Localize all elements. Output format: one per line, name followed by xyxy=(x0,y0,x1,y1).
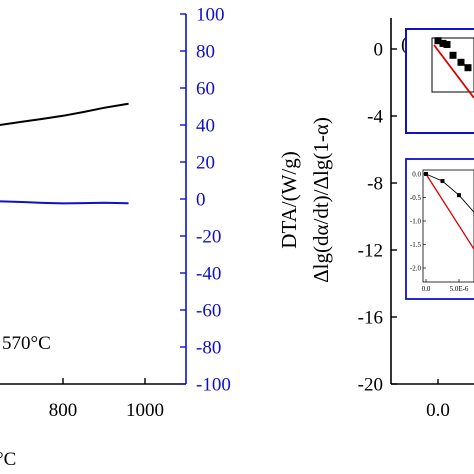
left-y-tick-label-5: 0 xyxy=(196,190,206,211)
lower-inset-y-tick-label-1: -0.5 xyxy=(410,194,422,202)
right-panel: Δlg(dα/dt)/Δlg(1-α) 0-4-8-12-16-20 0.0 (… xyxy=(309,18,474,421)
annotation-570c: 570°C xyxy=(2,333,51,354)
lower-inset-y-tick-label-2: -1.0 xyxy=(410,218,422,226)
upper-inset-plot xyxy=(431,37,474,93)
left-y-tick-label-3: 40 xyxy=(196,116,215,137)
right-y-tick-label-5: -20 xyxy=(358,375,383,396)
right-y-tick-label-2: -8 xyxy=(367,174,383,195)
upper-inset-point-0 xyxy=(434,37,442,45)
lower-inset-y-tick-label-3: -1.5 xyxy=(410,241,422,249)
left-y-tick-label-9: -80 xyxy=(196,338,221,359)
right-y-axis-label: Δlg(dα/dt)/Δlg(1-α) xyxy=(309,117,333,283)
right-y-tick-label-3: -12 xyxy=(358,241,383,262)
lower-inset-black-line xyxy=(425,173,474,213)
lower-inset-y-tick-label-4: -2.0 xyxy=(410,265,422,273)
upper-inset-point-5 xyxy=(464,64,472,72)
right-y-tick-label-4: -16 xyxy=(358,308,383,329)
left-y-tick-label-7: -40 xyxy=(196,264,221,285)
lower-inset-fit-line xyxy=(425,173,474,250)
left-y-tick-label-0: 100 xyxy=(196,5,225,26)
upper-inset-point-2 xyxy=(443,40,451,48)
upper-inset-point-1 xyxy=(439,39,447,47)
lower-inset: 0.0 -0.5 -1.0 -1.5 -2.0 0.0 5.0E-6 xyxy=(405,158,474,300)
upper-inset-fit-line xyxy=(433,44,474,99)
left-y-tick-label-2: 60 xyxy=(196,79,215,100)
right-y-ticks: 0 -4 -8 -12 -16 -20 xyxy=(358,40,397,396)
left-x-tick-label-1: 1000 xyxy=(126,400,164,421)
dta-axis-label: DTA/(W/g) xyxy=(277,151,301,248)
lower-inset-y-tick-label-0: 0.0 xyxy=(412,171,421,179)
black-curve xyxy=(0,102,129,126)
left-y-tick-label-10: -100 xyxy=(196,375,231,396)
left-y-tick-label-8: -60 xyxy=(196,301,221,322)
left-panel: 800 1000 100 80 60 40 20 0 -20 -40 -60 -80 -100 570… xyxy=(0,5,301,470)
blue-curve xyxy=(0,200,129,205)
lower-inset-x-tick-label-0: 0.0 xyxy=(422,285,431,293)
left-y-tick-label-1: 80 xyxy=(196,42,215,63)
upper-inset-point-4 xyxy=(457,58,465,66)
lower-inset-x-tick-label-1: 5.0E-6 xyxy=(450,285,469,293)
lower-inset-frame xyxy=(405,158,474,300)
left-x-label-fragment: °C xyxy=(0,449,16,470)
lower-inset-point-2 xyxy=(457,193,461,198)
left-right-y-ticks: 100 80 60 40 20 0 -20 -40 -60 -80 -100 xyxy=(180,5,231,396)
right-x-tick-0: 0.0 xyxy=(426,400,450,421)
left-x-tick-label-0: 800 xyxy=(49,400,78,421)
lower-inset-point-1 xyxy=(440,179,445,184)
lower-inset-point-0 xyxy=(424,172,428,176)
left-y-tick-label-6: -20 xyxy=(196,227,221,248)
upper-inset-point-3 xyxy=(449,51,457,59)
right-y-tick-label-0: 0 xyxy=(374,40,384,61)
right-y-tick-label-1: -4 xyxy=(367,107,383,128)
left-x-ticks: 800 1000 xyxy=(49,378,164,421)
lower-inset-plot xyxy=(422,169,474,283)
left-y-tick-label-4: 20 xyxy=(196,153,215,174)
upper-inset xyxy=(405,28,474,134)
